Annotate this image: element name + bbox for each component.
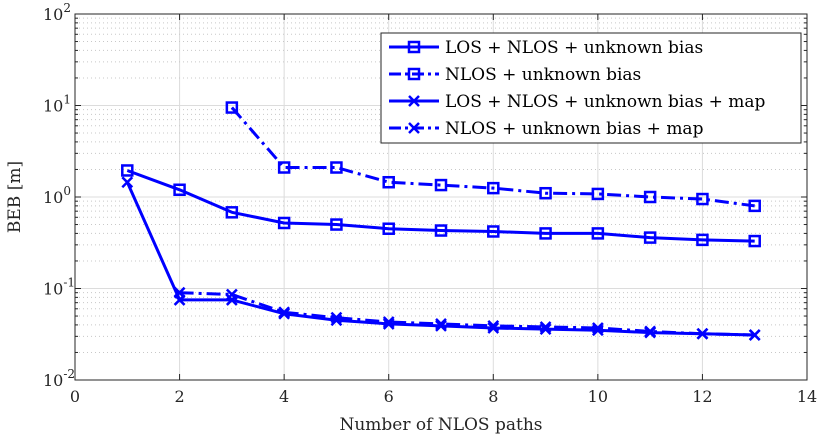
y-tick-label: 10-1 [43, 276, 75, 299]
series-4-point-x-marker-stroke-b [487, 320, 500, 332]
series-1-point-square-marker [121, 164, 134, 177]
series-2-point-square-marker [591, 187, 605, 201]
series-1-point-square-marker [277, 216, 291, 230]
y-axis-label: BEB [m] [5, 161, 25, 233]
series-3-point-x-marker-stroke-b [382, 318, 395, 330]
legend-3-x-marker-stroke-b [408, 95, 420, 107]
series-4 [173, 286, 761, 341]
legend-1-square-marker [407, 40, 421, 54]
series-2-point-square-marker [277, 161, 291, 174]
series-2-point-square-marker [643, 190, 657, 204]
legend-box [380, 32, 802, 144]
series-4-point-x-marker-stroke-b [435, 318, 447, 330]
series-1-point-square-marker [330, 218, 343, 231]
series-1-point-square-marker [434, 224, 448, 237]
series-2-point-square-marker [330, 161, 343, 174]
series-3-point-x-marker-stroke-b [487, 322, 500, 334]
series-2-point-square-marker [382, 175, 395, 189]
x-tick-label: 14 [797, 387, 817, 406]
series-3-point-x-marker-stroke-b [435, 320, 447, 332]
series-1-line [126, 169, 755, 243]
series-1-point-square-marker [696, 233, 709, 247]
x-tick-label: 6 [384, 387, 394, 406]
axis-ticks: 0 2 4 6 8 10 12 14 10-2 10-1 100 101 102 [43, 1, 817, 406]
series-2-point-square-marker [539, 186, 552, 200]
legend: LOS + NLOS + unknown bias NLOS + unknown … [380, 32, 802, 144]
legend-label-1: LOS + NLOS + unknown bias [445, 38, 703, 58]
x-axis-label: Number of NLOS paths [339, 415, 542, 435]
series-2-point-square-marker [434, 178, 448, 192]
series-4-point-x-marker-stroke-b [748, 329, 761, 341]
series-2-point-square-marker [487, 181, 500, 195]
x-tick-label: 8 [488, 387, 498, 406]
series-4-point-x-marker-stroke-b [278, 306, 291, 319]
series-4-line [179, 291, 755, 337]
series-group [121, 101, 761, 341]
x-tick-label: 10 [588, 387, 608, 406]
series-4-point-x-marker-stroke-b [330, 311, 343, 324]
x-tick-label: 12 [692, 387, 712, 406]
series-1-point-square-marker [487, 225, 500, 238]
series-2-point-square-marker [225, 101, 239, 114]
series-2 [225, 101, 761, 213]
series-4-point-x-marker-stroke-b [539, 321, 552, 333]
y-tick-label: 102 [43, 1, 71, 24]
legend-label-2: NLOS + unknown bias [445, 65, 641, 85]
series-4-point-x-marker-stroke-b [382, 316, 395, 328]
series-4-point-x-marker-stroke-b [225, 288, 238, 301]
series-4-point-x-marker-stroke-b [696, 327, 709, 340]
legend-label-4: NLOS + unknown bias + map [445, 119, 704, 139]
series-1-point-square-marker [643, 231, 657, 244]
series-4-point-x-marker-stroke-b [591, 322, 604, 334]
series-1-point-square-marker [539, 227, 552, 240]
series-4-point-x-marker-stroke-b [644, 325, 657, 338]
y-tick-label: 10-2 [43, 367, 75, 390]
series-1-point-square-marker [225, 206, 239, 219]
series-1-point-square-marker [591, 227, 605, 240]
legend-label-3: LOS + NLOS + unknown bias + map [445, 92, 765, 112]
series-1-point-square-marker [382, 222, 395, 235]
x-tick-label: 0 [70, 387, 80, 406]
legend-2-square-marker [407, 67, 421, 81]
legend-4-x-marker-stroke-b [408, 122, 420, 134]
series-4-point-x-marker-stroke-b [173, 286, 186, 299]
y-tick-label: 101 [43, 93, 71, 116]
series-1-point-square-marker [748, 234, 761, 248]
series-2-point-square-marker [748, 199, 761, 213]
series-1-point-square-marker [173, 183, 186, 197]
series-1 [121, 164, 761, 248]
x-tick-label: 4 [279, 387, 289, 406]
series-3-point-x-marker-stroke-b [121, 176, 134, 189]
series-2-line [230, 106, 755, 208]
series-2-point-square-marker [696, 192, 709, 206]
x-tick-label: 2 [174, 387, 184, 406]
y-tick-label: 100 [43, 184, 71, 207]
